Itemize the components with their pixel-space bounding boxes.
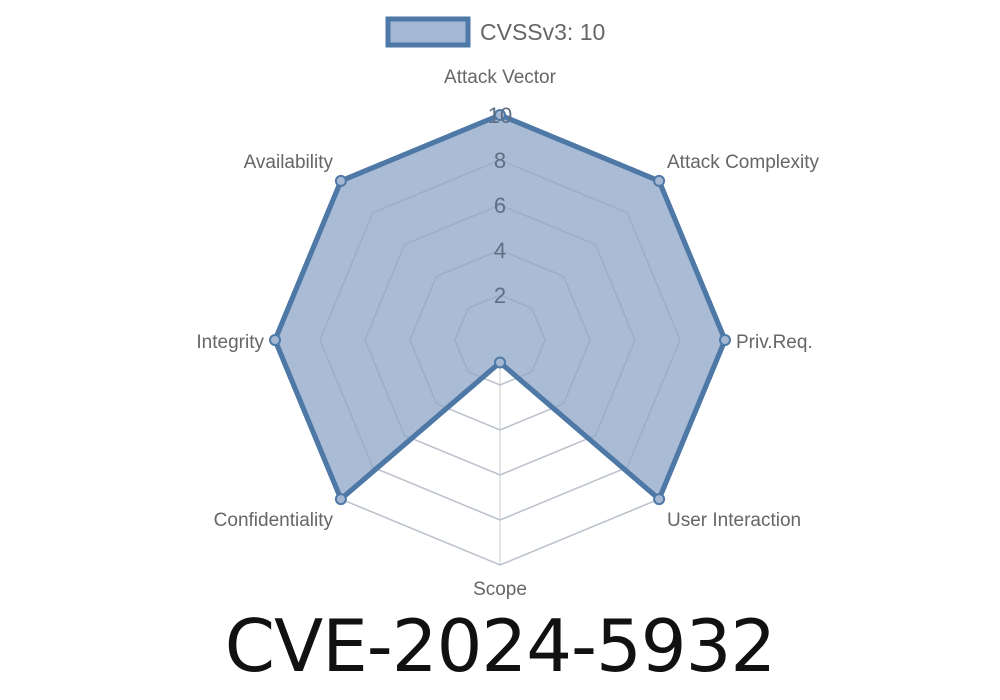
legend-label: CVSSv3: 10	[480, 19, 605, 45]
grid-ring-overlay	[409, 249, 591, 431]
axis-label: Scope	[473, 579, 527, 600]
data-point	[334, 493, 347, 506]
tick-label: 8	[494, 148, 506, 173]
data-point	[494, 356, 506, 369]
axis-label: Confidentiality	[214, 510, 334, 531]
grid-ring-overlay	[319, 159, 681, 521]
data-point	[334, 174, 347, 187]
axis-label: Availability	[244, 152, 334, 173]
page-title: CVE-2024-5932	[224, 604, 776, 688]
data-point	[653, 493, 666, 506]
data-point	[494, 109, 506, 121]
axis-label: Priv.Req.	[736, 332, 813, 353]
axis-label: User Interaction	[667, 510, 801, 531]
tick-label: 6	[494, 193, 506, 218]
data-point	[653, 174, 666, 187]
tick-label: 4	[494, 238, 506, 263]
legend-swatch	[385, 16, 471, 48]
grid-ring-overlay	[454, 294, 546, 386]
axis-label: Attack Vector	[444, 67, 557, 88]
axis-label: Attack Complexity	[667, 152, 820, 173]
axis-label: Integrity	[196, 332, 264, 353]
data-point	[269, 334, 281, 346]
grid-ring-overlay	[364, 204, 636, 476]
tick-label: 10	[488, 103, 512, 128]
data-point	[719, 334, 731, 346]
tick-label: 2	[494, 283, 506, 308]
